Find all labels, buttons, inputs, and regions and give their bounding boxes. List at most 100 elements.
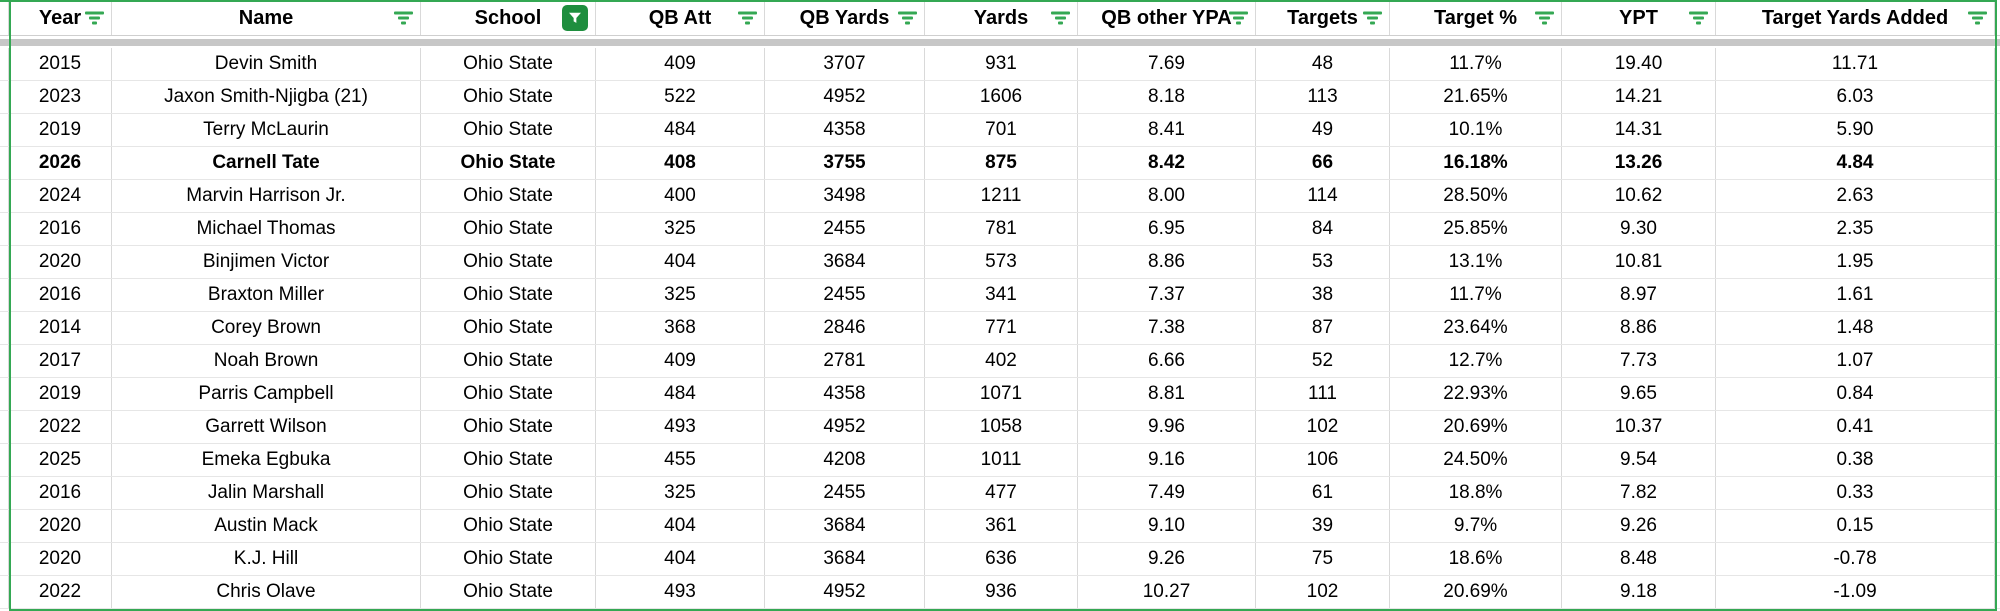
cell-target-yards-added[interactable]: 5.90 bbox=[1716, 114, 1995, 146]
cell-name[interactable]: Garrett Wilson bbox=[112, 411, 421, 443]
cell-ypt[interactable]: 14.21 bbox=[1562, 81, 1716, 113]
cell-ypt[interactable]: 7.73 bbox=[1562, 345, 1716, 377]
cell-name[interactable]: Corey Brown bbox=[112, 312, 421, 344]
cell-yards[interactable]: 1606 bbox=[925, 81, 1078, 113]
cell-school[interactable]: Ohio State bbox=[421, 510, 596, 542]
cell-ypt[interactable]: 9.18 bbox=[1562, 576, 1716, 608]
cell-target[interactable]: 9.7% bbox=[1390, 510, 1562, 542]
cell-qb-other-ypa[interactable]: 8.86 bbox=[1078, 246, 1256, 278]
cell-target-yards-added[interactable]: 1.95 bbox=[1716, 246, 1995, 278]
cell-name[interactable]: Binjimen Victor bbox=[112, 246, 421, 278]
cell-qb-att[interactable]: 368 bbox=[596, 312, 765, 344]
header-cell-qb-yards[interactable]: QB Yards bbox=[765, 0, 925, 35]
cell-qb-att[interactable]: 325 bbox=[596, 213, 765, 245]
cell-school[interactable]: Ohio State bbox=[421, 147, 596, 179]
cell-name[interactable]: Emeka Egbuka bbox=[112, 444, 421, 476]
cell-qb-yards[interactable]: 3684 bbox=[765, 543, 925, 575]
cell-target[interactable]: 25.85% bbox=[1390, 213, 1562, 245]
cell-targets[interactable]: 87 bbox=[1256, 312, 1390, 344]
header-cell-name[interactable]: Name bbox=[112, 0, 421, 35]
cell-targets[interactable]: 38 bbox=[1256, 279, 1390, 311]
cell-target[interactable]: 20.69% bbox=[1390, 411, 1562, 443]
cell-qb-other-ypa[interactable]: 8.42 bbox=[1078, 147, 1256, 179]
cell-qb-att[interactable]: 408 bbox=[596, 147, 765, 179]
cell-year[interactable]: 2022 bbox=[9, 576, 112, 608]
cell-qb-other-ypa[interactable]: 10.27 bbox=[1078, 576, 1256, 608]
cell-target-yards-added[interactable]: 4.84 bbox=[1716, 147, 1995, 179]
cell-qb-other-ypa[interactable]: 8.18 bbox=[1078, 81, 1256, 113]
cell-targets[interactable]: 102 bbox=[1256, 576, 1390, 608]
cell-yards[interactable]: 1211 bbox=[925, 180, 1078, 212]
cell-year[interactable]: 2016 bbox=[9, 477, 112, 509]
cell-ypt[interactable]: 10.81 bbox=[1562, 246, 1716, 278]
cell-year[interactable]: 2023 bbox=[9, 81, 112, 113]
cell-school[interactable]: Ohio State bbox=[421, 312, 596, 344]
cell-qb-other-ypa[interactable]: 6.95 bbox=[1078, 213, 1256, 245]
cell-target-yards-added[interactable]: 6.03 bbox=[1716, 81, 1995, 113]
filter-lines-icon[interactable] bbox=[1688, 11, 1708, 24]
cell-qb-att[interactable]: 455 bbox=[596, 444, 765, 476]
cell-qb-yards[interactable]: 2455 bbox=[765, 213, 925, 245]
cell-yards[interactable]: 875 bbox=[925, 147, 1078, 179]
cell-year[interactable]: 2020 bbox=[9, 246, 112, 278]
cell-qb-yards[interactable]: 3707 bbox=[765, 48, 925, 80]
cell-school[interactable]: Ohio State bbox=[421, 411, 596, 443]
cell-qb-att[interactable]: 522 bbox=[596, 81, 765, 113]
cell-name[interactable]: Chris Olave bbox=[112, 576, 421, 608]
cell-year[interactable]: 2022 bbox=[9, 411, 112, 443]
cell-name[interactable]: Parris Campbell bbox=[112, 378, 421, 410]
cell-year[interactable]: 2017 bbox=[9, 345, 112, 377]
cell-target-yards-added[interactable]: 1.48 bbox=[1716, 312, 1995, 344]
cell-school[interactable]: Ohio State bbox=[421, 81, 596, 113]
cell-year[interactable]: 2014 bbox=[9, 312, 112, 344]
cell-ypt[interactable]: 19.40 bbox=[1562, 48, 1716, 80]
cell-qb-yards[interactable]: 4208 bbox=[765, 444, 925, 476]
cell-qb-yards[interactable]: 2846 bbox=[765, 312, 925, 344]
filter-lines-icon[interactable] bbox=[1362, 11, 1382, 24]
filter-lines-icon[interactable] bbox=[897, 11, 917, 24]
cell-year[interactable]: 2019 bbox=[9, 114, 112, 146]
cell-yards[interactable]: 931 bbox=[925, 48, 1078, 80]
cell-qb-other-ypa[interactable]: 9.96 bbox=[1078, 411, 1256, 443]
cell-target[interactable]: 16.18% bbox=[1390, 147, 1562, 179]
cell-qb-yards[interactable]: 2455 bbox=[765, 279, 925, 311]
cell-yards[interactable]: 1058 bbox=[925, 411, 1078, 443]
cell-school[interactable]: Ohio State bbox=[421, 576, 596, 608]
header-cell-targets[interactable]: Targets bbox=[1256, 0, 1390, 35]
cell-targets[interactable]: 66 bbox=[1256, 147, 1390, 179]
cell-qb-yards[interactable]: 4952 bbox=[765, 576, 925, 608]
header-cell-target-yards-added[interactable]: Target Yards Added bbox=[1716, 0, 1995, 35]
cell-qb-yards[interactable]: 4358 bbox=[765, 378, 925, 410]
cell-qb-other-ypa[interactable]: 7.69 bbox=[1078, 48, 1256, 80]
cell-year[interactable]: 2024 bbox=[9, 180, 112, 212]
cell-yards[interactable]: 361 bbox=[925, 510, 1078, 542]
cell-name[interactable]: Austin Mack bbox=[112, 510, 421, 542]
cell-qb-att[interactable]: 493 bbox=[596, 411, 765, 443]
cell-target[interactable]: 12.7% bbox=[1390, 345, 1562, 377]
cell-targets[interactable]: 49 bbox=[1256, 114, 1390, 146]
cell-qb-other-ypa[interactable]: 7.37 bbox=[1078, 279, 1256, 311]
cell-name[interactable]: Jalin Marshall bbox=[112, 477, 421, 509]
cell-year[interactable]: 2025 bbox=[9, 444, 112, 476]
cell-name[interactable]: Noah Brown bbox=[112, 345, 421, 377]
cell-qb-other-ypa[interactable]: 9.26 bbox=[1078, 543, 1256, 575]
cell-target[interactable]: 13.1% bbox=[1390, 246, 1562, 278]
cell-target-yards-added[interactable]: 2.63 bbox=[1716, 180, 1995, 212]
cell-school[interactable]: Ohio State bbox=[421, 279, 596, 311]
cell-targets[interactable]: 52 bbox=[1256, 345, 1390, 377]
cell-school[interactable]: Ohio State bbox=[421, 180, 596, 212]
cell-qb-other-ypa[interactable]: 9.16 bbox=[1078, 444, 1256, 476]
cell-qb-other-ypa[interactable]: 8.00 bbox=[1078, 180, 1256, 212]
cell-year[interactable]: 2016 bbox=[9, 213, 112, 245]
cell-target[interactable]: 24.50% bbox=[1390, 444, 1562, 476]
cell-year[interactable]: 2016 bbox=[9, 279, 112, 311]
cell-targets[interactable]: 39 bbox=[1256, 510, 1390, 542]
cell-qb-yards[interactable]: 4952 bbox=[765, 411, 925, 443]
cell-targets[interactable]: 53 bbox=[1256, 246, 1390, 278]
cell-target[interactable]: 22.93% bbox=[1390, 378, 1562, 410]
cell-qb-att[interactable]: 325 bbox=[596, 477, 765, 509]
cell-target-yards-added[interactable]: 1.07 bbox=[1716, 345, 1995, 377]
cell-ypt[interactable]: 8.86 bbox=[1562, 312, 1716, 344]
cell-qb-other-ypa[interactable]: 9.10 bbox=[1078, 510, 1256, 542]
cell-qb-att[interactable]: 404 bbox=[596, 510, 765, 542]
